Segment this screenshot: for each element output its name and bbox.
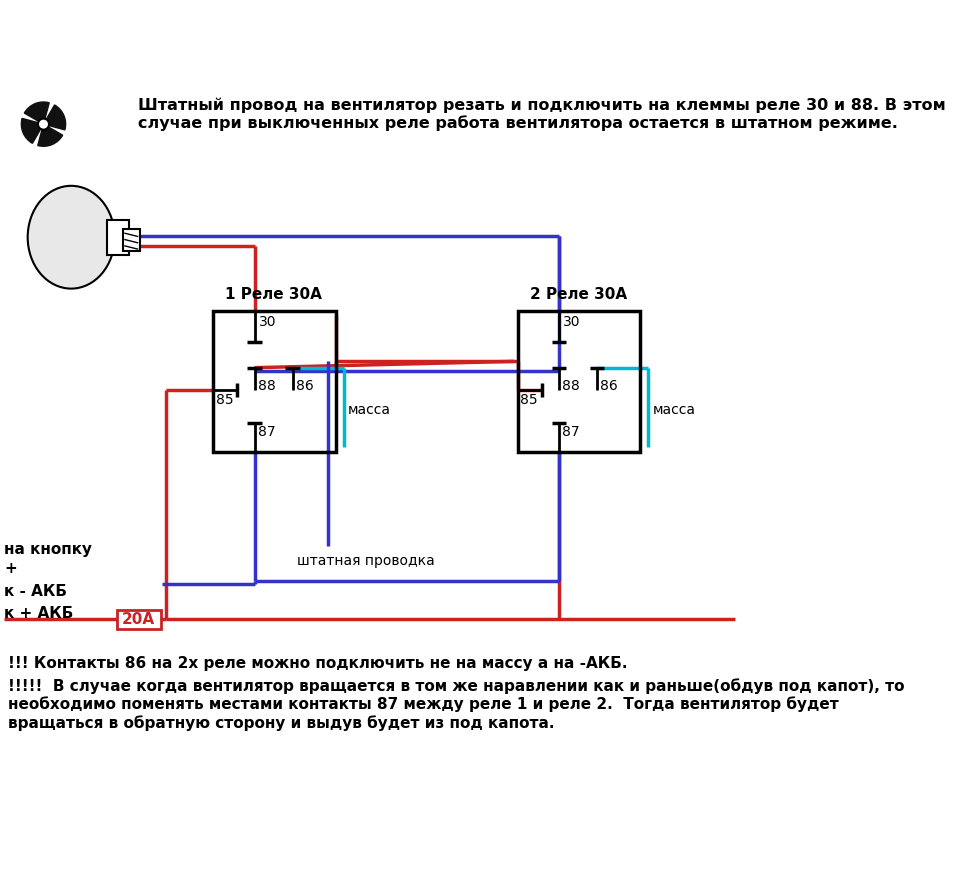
Text: 2 Реле 30А: 2 Реле 30А bbox=[530, 287, 627, 302]
Text: 30: 30 bbox=[258, 315, 276, 328]
Text: Штатный провод на вентилятор резать и подключить на клеммы реле 30 и 88. В этом
: Штатный провод на вентилятор резать и по… bbox=[138, 97, 947, 131]
Text: штатная проводка: штатная проводка bbox=[297, 554, 434, 567]
Text: 86: 86 bbox=[296, 379, 314, 393]
Wedge shape bbox=[37, 124, 62, 146]
Text: 87: 87 bbox=[563, 425, 580, 439]
Text: масса: масса bbox=[653, 403, 695, 417]
Text: масса: масса bbox=[348, 403, 391, 417]
Text: 1 Реле 30А: 1 Реле 30А bbox=[226, 287, 323, 302]
Bar bbox=[123, 229, 140, 251]
Bar bbox=[107, 220, 129, 255]
Text: 20А: 20А bbox=[122, 612, 155, 627]
Wedge shape bbox=[21, 118, 43, 143]
Text: 88: 88 bbox=[258, 379, 276, 393]
Text: !!! Контакты 86 на 2х реле можно подключить не на массу а на -АКБ.: !!! Контакты 86 на 2х реле можно подключ… bbox=[8, 656, 628, 671]
Text: 85: 85 bbox=[216, 393, 233, 407]
Text: 86: 86 bbox=[600, 379, 618, 393]
Text: +: + bbox=[4, 561, 16, 576]
Wedge shape bbox=[43, 105, 65, 129]
Text: к + АКБ: к + АКБ bbox=[4, 606, 73, 620]
Bar bbox=[117, 610, 160, 628]
Text: 88: 88 bbox=[563, 379, 580, 393]
Bar bbox=[213, 311, 336, 452]
Text: 87: 87 bbox=[258, 425, 276, 439]
Text: на кнопку: на кнопку bbox=[4, 541, 92, 557]
Circle shape bbox=[38, 118, 49, 129]
Text: 85: 85 bbox=[520, 393, 538, 407]
Text: 30: 30 bbox=[563, 315, 581, 328]
Ellipse shape bbox=[28, 186, 114, 289]
Text: к - АКБ: к - АКБ bbox=[4, 584, 67, 599]
Wedge shape bbox=[24, 102, 49, 124]
Bar bbox=[518, 311, 640, 452]
Text: !!!!!  В случае когда вентилятор вращается в том же наравлении как и раньше(обду: !!!!! В случае когда вентилятор вращаетс… bbox=[8, 679, 904, 731]
